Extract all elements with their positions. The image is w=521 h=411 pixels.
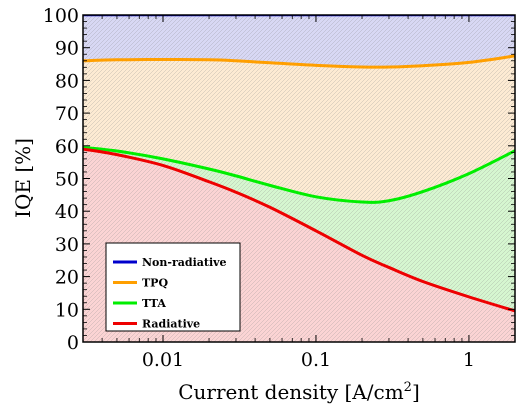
legend-label-radiative: Radiative (142, 318, 200, 331)
radiative-line (83, 147, 515, 313)
y-tick-label: 60 (55, 136, 79, 158)
x-axis-label-sup: 2 (404, 380, 412, 395)
legend: Non-radiative TPQ TTA Radiative (105, 242, 241, 332)
x-tick-label: 0.1 (301, 349, 331, 371)
y-tick-label: 30 (55, 234, 79, 256)
y-tick-label: 20 (55, 267, 79, 289)
tta-area-hatch (83, 147, 515, 311)
legend-label-non-radiative: Non-radiative (142, 256, 227, 269)
x-axis-label-end: ] (412, 380, 420, 404)
y-tick-label: 50 (55, 169, 79, 191)
series-lines (83, 15, 515, 313)
y-tick-label: 100 (43, 5, 79, 27)
y-tick-label: 80 (55, 70, 79, 92)
y-tick-label: 0 (67, 332, 79, 354)
tta-line (83, 145, 515, 204)
x-tick-label: 0.01 (142, 349, 184, 371)
x-tick-label: 1 (463, 349, 475, 371)
legend-label-tpq: TPQ (142, 277, 168, 290)
x-axis-label-main: Current density [A/cm (178, 380, 403, 404)
y-tick-label: 90 (55, 38, 79, 60)
y-tick-label: 40 (55, 201, 79, 223)
non-radiative-area-hatch (83, 15, 515, 68)
x-axis-label: Current density [A/cm2] (178, 380, 420, 404)
y-tick-label: 10 (55, 299, 79, 321)
legend-label-tta: TTA (142, 297, 166, 310)
y-axis-label: IQE [%] (11, 138, 35, 218)
y-tick-label: 70 (55, 103, 79, 125)
legend-box (105, 242, 241, 332)
tpq-area-hatch (83, 55, 515, 203)
axis-ticks: 0 10 20 30 40 50 60 70 80 90 100 0.01 0.1 1 (43, 5, 516, 371)
tpq-line (83, 54, 515, 69)
